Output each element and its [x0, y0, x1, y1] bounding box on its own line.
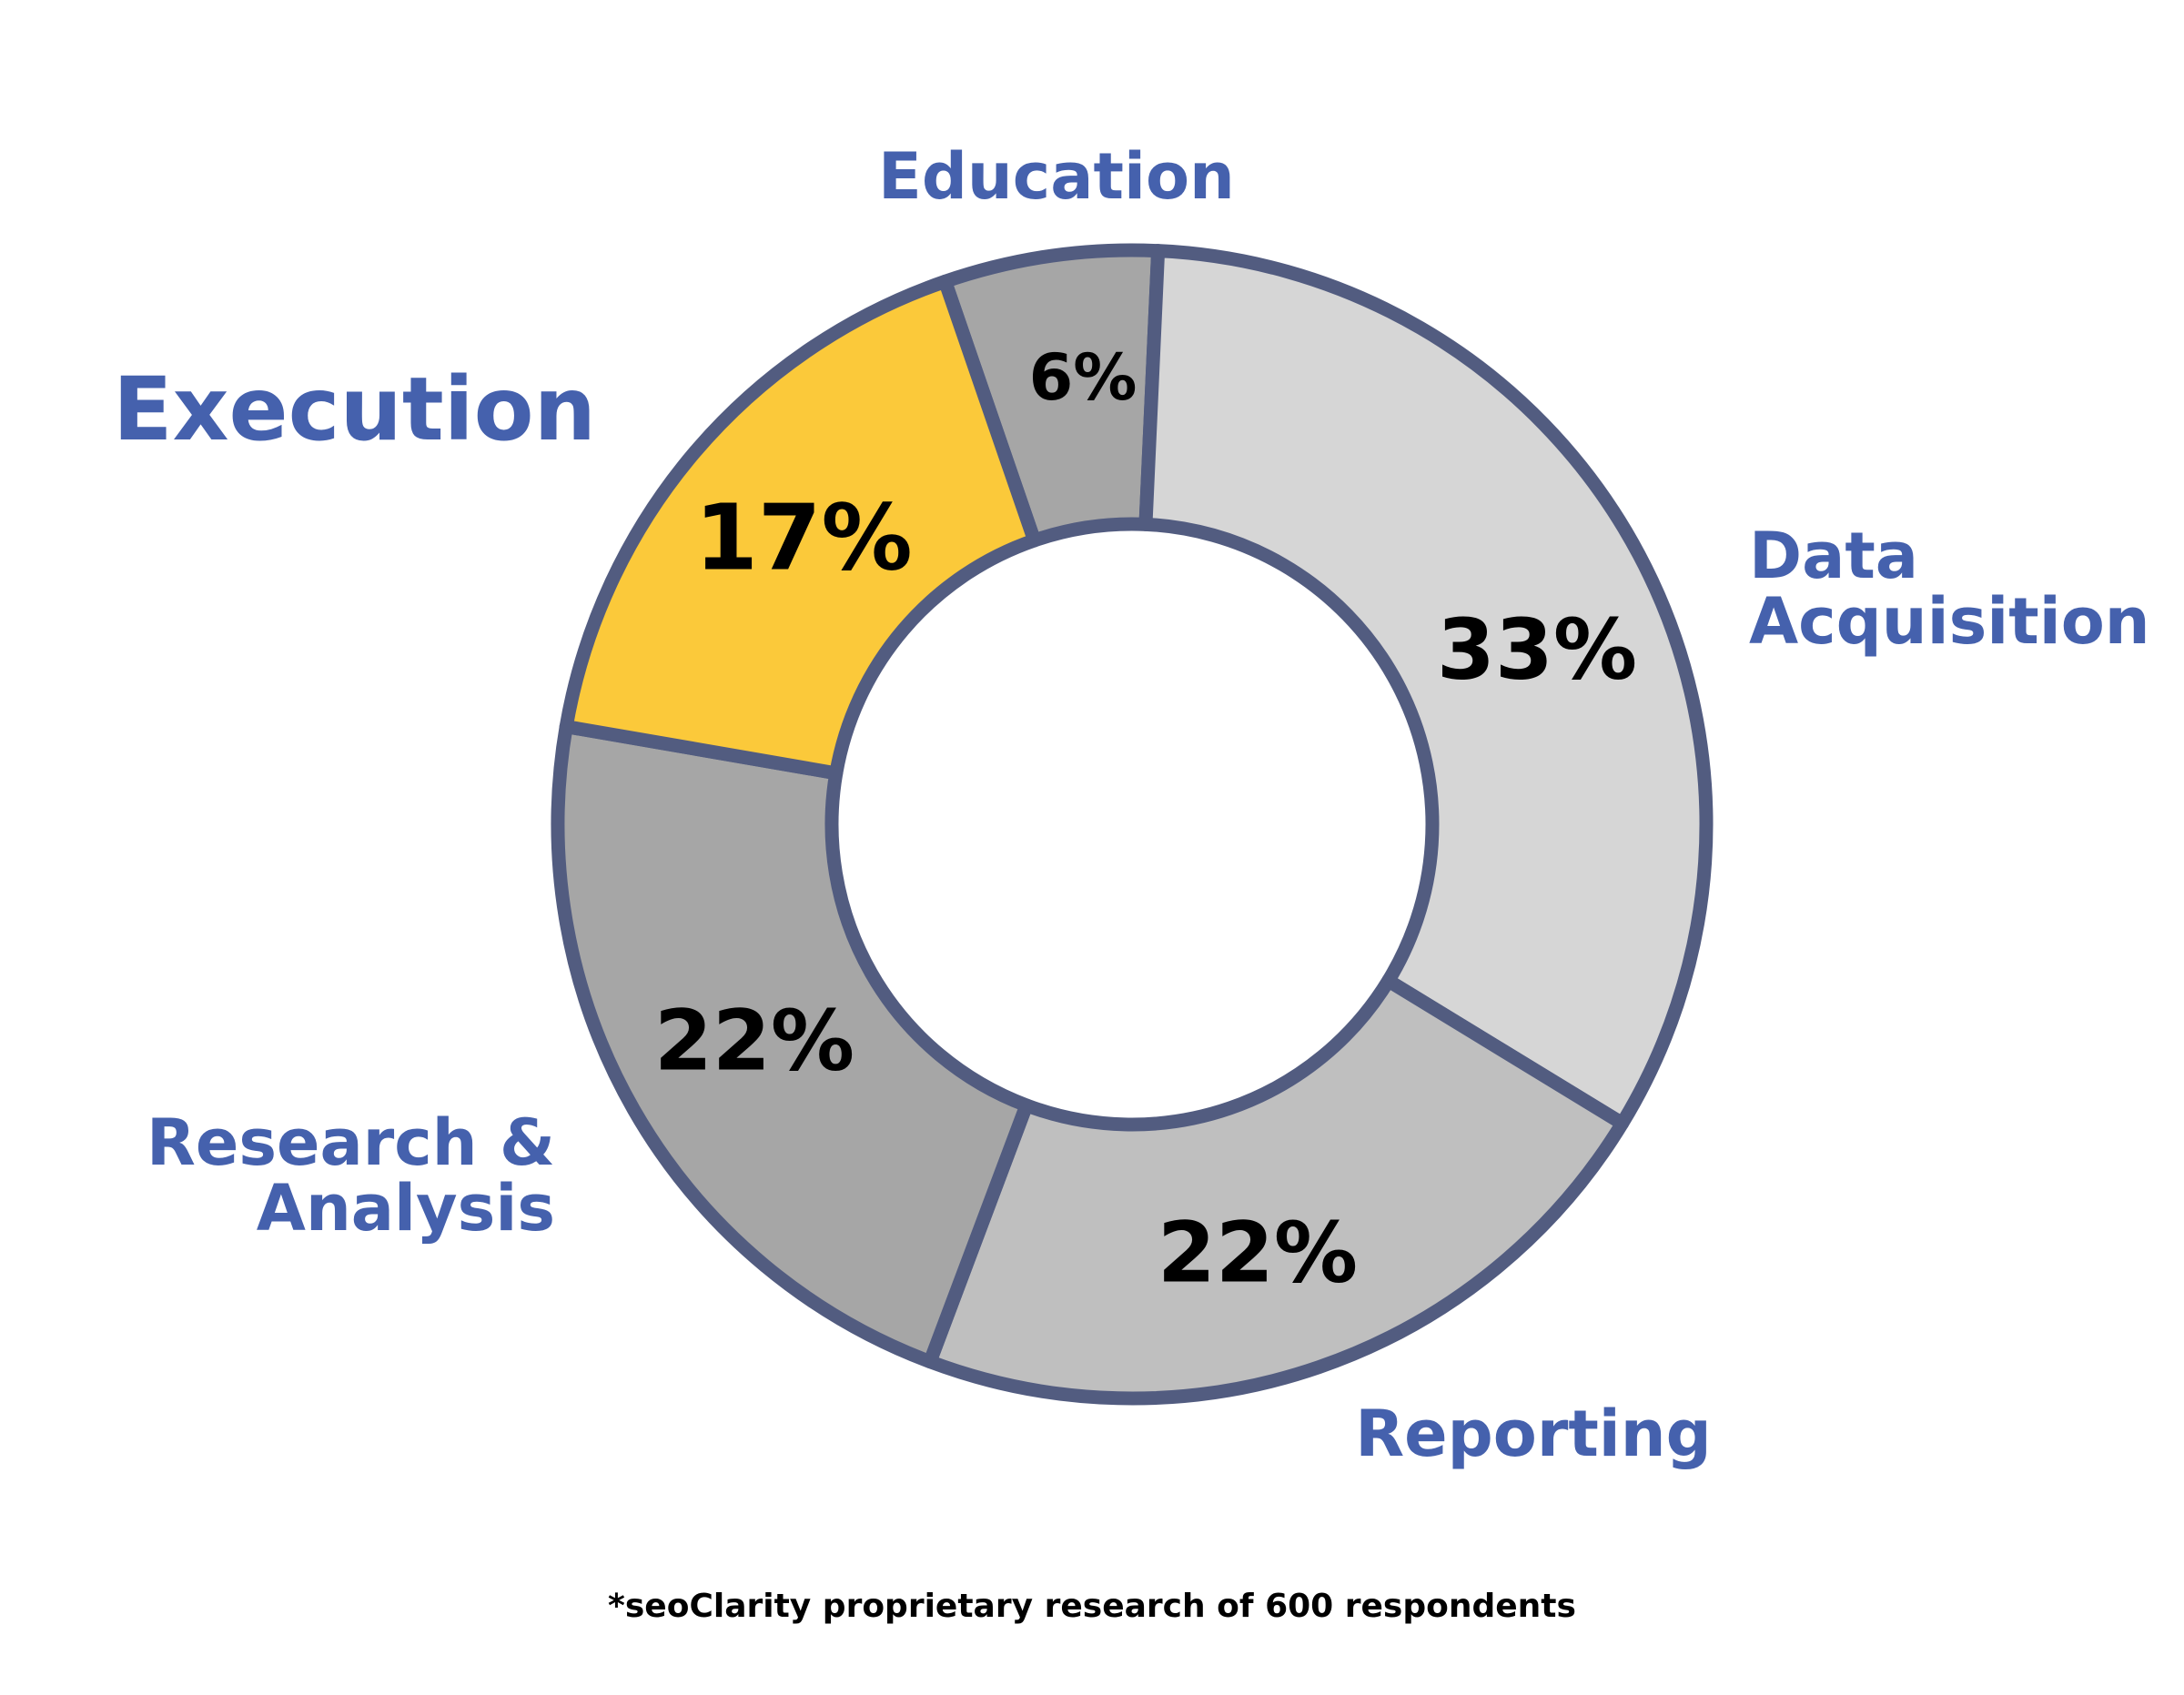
value-label: 22%	[1157, 1204, 1359, 1302]
value-label: 22%	[653, 992, 855, 1090]
category-label: Execution	[113, 358, 596, 460]
category-label: Research & Analysis	[146, 1105, 555, 1246]
value-label: 6%	[1028, 340, 1138, 415]
donut-segment	[559, 274, 1042, 781]
donut-segment	[1138, 244, 1714, 1131]
value-label: 17%	[694, 484, 913, 591]
donut-segment	[923, 974, 1630, 1406]
category-label: Reporting	[1355, 1397, 1712, 1471]
donut-segment	[551, 720, 1034, 1369]
category-label: Education	[878, 139, 1235, 214]
category-label: Data Acquisition	[1749, 519, 2150, 659]
value-label: 33%	[1436, 600, 1638, 699]
footnote: *seoClarity proprietary research of 600 …	[608, 1588, 1576, 1625]
